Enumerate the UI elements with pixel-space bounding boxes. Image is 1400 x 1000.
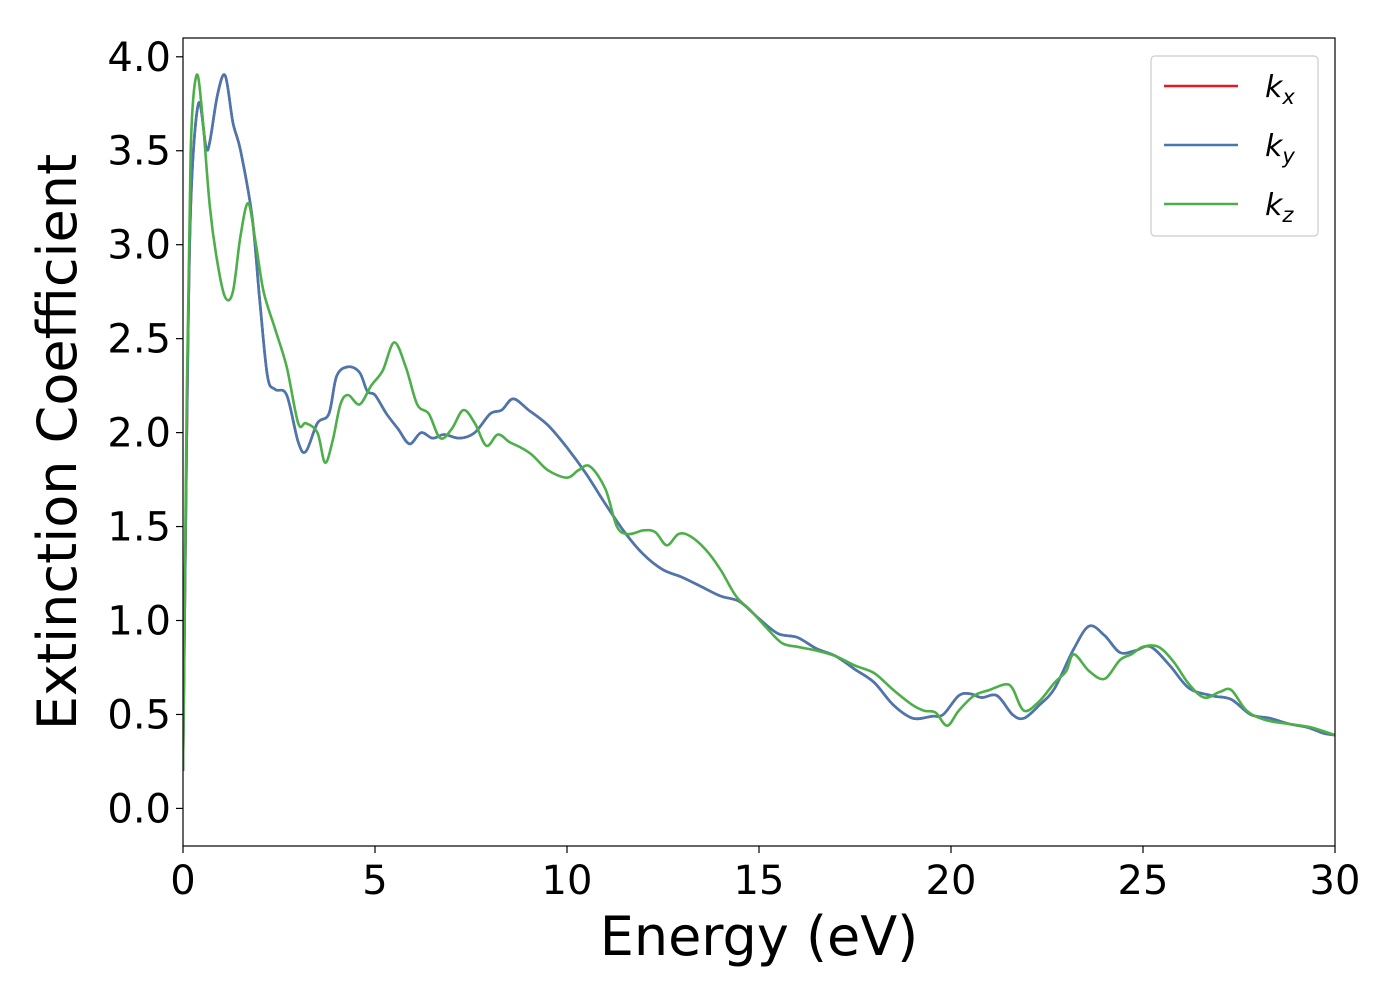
legend-label-ky: ky xyxy=(1265,129,1295,168)
y-tick-label: 3.0 xyxy=(107,223,171,269)
series-line-kz xyxy=(183,73,1335,771)
y-tick-label: 4.0 xyxy=(107,35,171,81)
series-layer xyxy=(183,73,1335,771)
y-axis: 0.0 0.5 1.0 1.5 2.0 2.5 3.0 3.5 4.0 xyxy=(107,35,183,832)
x-tick-label: 30 xyxy=(1310,858,1361,904)
y-axis-label: Extinction Coefficient xyxy=(26,154,89,730)
y-tick-label: 0.5 xyxy=(107,692,171,738)
plot-background xyxy=(183,38,1335,846)
y-tick-label: 2.0 xyxy=(107,411,171,457)
x-axis: 0 5 10 15 20 25 30 xyxy=(170,846,1360,904)
x-tick-label: 25 xyxy=(1118,858,1169,904)
x-tick-label: 0 xyxy=(170,858,195,904)
y-tick-label: 3.5 xyxy=(107,129,171,175)
x-tick-label: 5 xyxy=(362,858,387,904)
y-tick-label: 1.5 xyxy=(107,505,171,551)
y-tick-label: 1.0 xyxy=(107,599,171,645)
series-line-ky xyxy=(183,73,1335,771)
x-tick-label: 15 xyxy=(734,858,785,904)
x-tick-label: 10 xyxy=(542,858,593,904)
x-axis-label: Energy (eV) xyxy=(600,905,919,968)
x-tick-label: 20 xyxy=(926,858,977,904)
y-tick-label: 2.5 xyxy=(107,317,171,363)
y-tick-label: 0.0 xyxy=(107,786,171,832)
